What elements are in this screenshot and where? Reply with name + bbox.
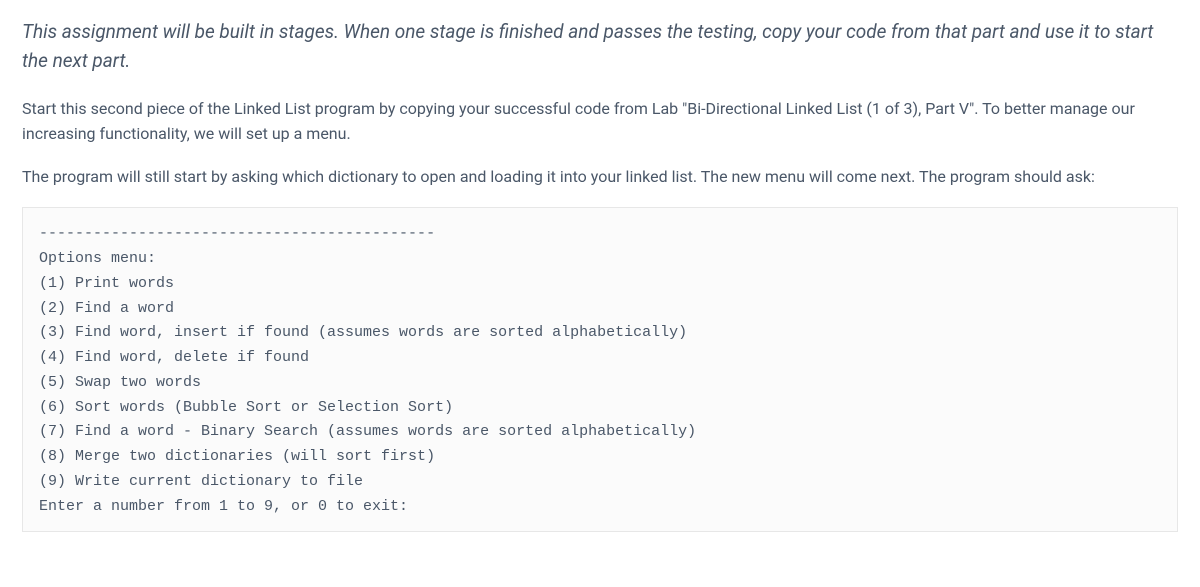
paragraph-2: The program will still start by asking w… [22,165,1178,190]
paragraph-1: Start this second piece of the Linked Li… [22,97,1178,147]
intro-text: This assignment will be built in stages.… [22,18,1178,75]
options-menu-code: ----------------------------------------… [22,207,1178,532]
